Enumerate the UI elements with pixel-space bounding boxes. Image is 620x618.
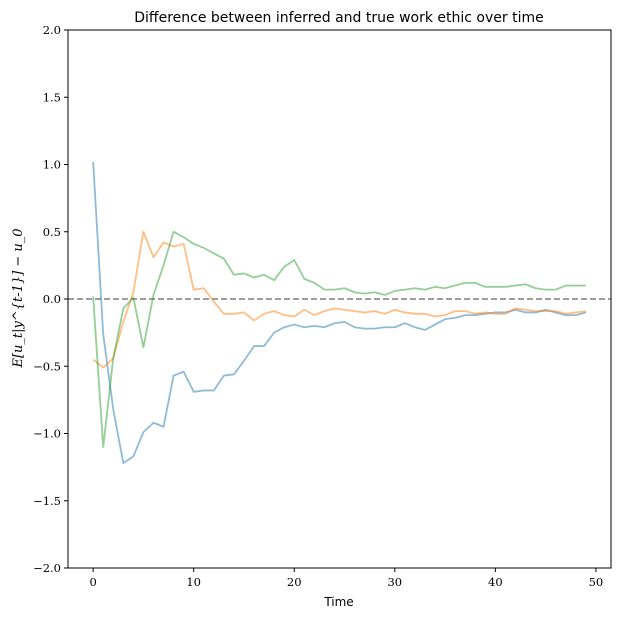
x-tick-label: 30 <box>387 575 402 589</box>
x-tick-label: 0 <box>89 575 96 589</box>
chart-title: Difference between inferred and true wor… <box>134 10 543 26</box>
y-axis: −2.0 −1.5 −1.0 −0.5 0.0 0.5 1.0 1.5 2.0 <box>33 23 68 575</box>
y-tick-label: −1.5 <box>33 494 61 508</box>
x-tick-label: 50 <box>589 575 604 589</box>
x-axis: 0 10 20 30 40 50 <box>89 568 603 589</box>
plot-area <box>68 161 611 464</box>
y-tick-label: −0.5 <box>33 359 61 373</box>
series-line-2 <box>92 230 586 369</box>
x-tick-label: 10 <box>186 575 201 589</box>
series-line-1 <box>92 161 587 464</box>
x-axis-label: Time <box>323 595 353 609</box>
y-tick-label: 2.0 <box>43 23 61 37</box>
y-tick-label: −1.0 <box>33 427 61 441</box>
series-line-3 <box>92 230 586 448</box>
y-tick-label: 1.0 <box>43 158 61 172</box>
y-axis-label: E[u_t|y^{t-1}] − u_0 <box>11 228 26 368</box>
y-tick-label: 1.5 <box>43 90 61 104</box>
x-tick-label: 20 <box>287 575 302 589</box>
y-tick-label: 0.0 <box>43 292 61 306</box>
x-tick-label: 40 <box>488 575 503 589</box>
y-tick-label: 0.5 <box>43 225 61 239</box>
y-tick-label: −2.0 <box>33 561 61 575</box>
